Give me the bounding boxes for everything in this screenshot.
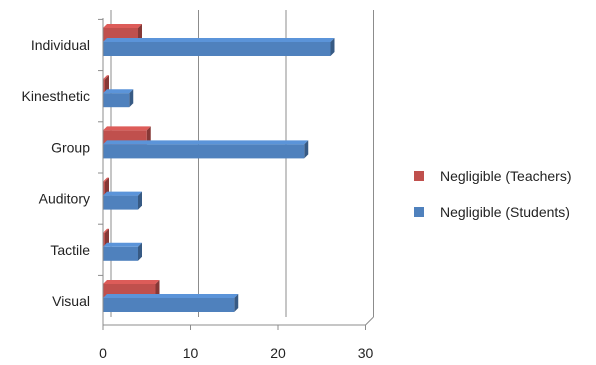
- bar-side-face: [105, 228, 109, 247]
- bar-side-face: [138, 242, 142, 261]
- x-tick-label: 30: [358, 345, 374, 361]
- y-tick-label: Auditory: [39, 191, 90, 207]
- bar-top-face: [103, 280, 160, 284]
- bar-top-face: [103, 24, 142, 28]
- bar-students: [103, 191, 142, 210]
- y-tick-label: Kinesthetic: [22, 88, 90, 104]
- bar-top-face: [103, 89, 134, 94]
- bar-front-face: [103, 246, 138, 261]
- bar-top-face: [103, 191, 142, 196]
- bar-students: [103, 38, 335, 56]
- bar-side-face: [234, 294, 239, 312]
- bar-top-face: [103, 294, 239, 298]
- bar-students: [103, 242, 142, 261]
- legend-label-teachers: Negligible (Teachers): [440, 168, 572, 184]
- bar-students: [103, 89, 134, 108]
- bar-front-face: [103, 42, 331, 56]
- bar-top-face: [103, 126, 151, 131]
- axes: [98, 18, 374, 330]
- bar-students: [103, 140, 309, 159]
- bar-side-face: [138, 24, 142, 42]
- bar-top-face: [103, 140, 309, 145]
- bar-side-face: [155, 280, 160, 298]
- legend-label-students: Negligible (Students): [440, 204, 570, 220]
- bar-top-face: [103, 177, 109, 182]
- y-tick-label: Group: [51, 139, 90, 155]
- bar-side-face: [138, 191, 142, 210]
- legend-swatch-students: [414, 207, 424, 217]
- bar-side-face: [105, 75, 109, 94]
- bar-side-face: [146, 126, 151, 145]
- bar-students: [103, 294, 239, 312]
- bar-top-face: [103, 38, 335, 42]
- y-tick-label: Individual: [31, 37, 90, 53]
- x-tick-label: 10: [183, 345, 199, 361]
- bars: [103, 24, 335, 312]
- bar-side-face: [304, 140, 309, 159]
- bar-front-face: [103, 144, 305, 159]
- bar-top-face: [103, 228, 109, 233]
- legend-item-students: Negligible (Students): [414, 194, 572, 230]
- bar-front-face: [103, 298, 235, 312]
- x-axis-depth-line: [365, 316, 374, 326]
- gridlines: [110, 10, 374, 317]
- bar-front-face: [103, 181, 105, 196]
- legend-swatch-teachers: [414, 171, 424, 181]
- bar-teachers: [103, 177, 109, 196]
- x-tick-label: 20: [270, 345, 286, 361]
- bar-front-face: [103, 79, 105, 94]
- bar-front-face: [103, 195, 138, 210]
- bar-top-face: [103, 242, 142, 247]
- bar-side-face: [330, 38, 335, 56]
- y-tick-label: Visual: [52, 293, 90, 309]
- x-tick-label: 0: [99, 345, 107, 361]
- bar-top-face: [103, 75, 109, 80]
- y-tick-label: Tactile: [50, 242, 90, 258]
- legend: Negligible (Teachers) Negligible (Studen…: [414, 158, 572, 230]
- labels: 0 10 20 30 Individual Kinesthetic Group Auditor…: [22, 37, 374, 361]
- bar-front-face: [103, 93, 130, 108]
- bar-teachers: [103, 228, 109, 247]
- legend-item-teachers: Negligible (Teachers): [414, 158, 572, 194]
- bar-front-face: [103, 232, 105, 247]
- bar-side-face: [105, 177, 109, 196]
- bar-teachers: [103, 75, 109, 94]
- bar-side-face: [129, 89, 134, 108]
